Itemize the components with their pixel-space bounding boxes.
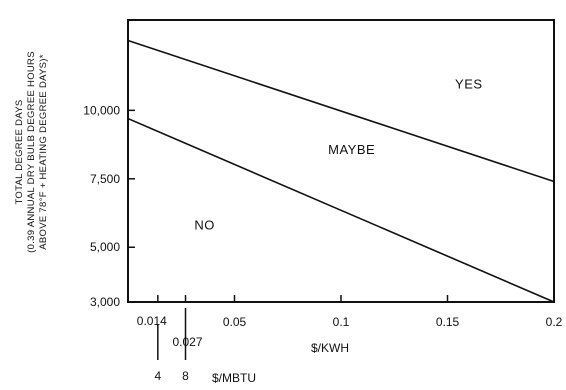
y-axis-label-line-1: TOTAL DEGREE DAYS bbox=[14, 99, 25, 204]
y-tick-label: 5,000 bbox=[90, 240, 120, 254]
y-axis-label-line-3: ABOVE 78°F + HEATING DEGREE DAYS)* bbox=[38, 54, 49, 250]
y-tick-label: 10,000 bbox=[83, 103, 120, 117]
x-tick-label: 0.027 bbox=[172, 335, 202, 349]
x-axis-label: $/KWH bbox=[311, 341, 349, 355]
x-tick-label: 0.014 bbox=[137, 314, 167, 328]
x-tick-label: 0.15 bbox=[436, 315, 460, 329]
region-label-yes: YES bbox=[455, 76, 483, 91]
series-line-2 bbox=[127, 117, 555, 303]
region-label-no: NO bbox=[194, 217, 215, 232]
secondary-axis-tick-label: 4 bbox=[154, 369, 161, 383]
region-label-maybe: MAYBE bbox=[328, 142, 375, 157]
y-axis-label-line-2: (0.39 ANNUAL DRY BULB DEGREE HOURS bbox=[26, 51, 37, 253]
x-tick-label: 0.2 bbox=[546, 315, 563, 329]
x-tick-label: 0.1 bbox=[333, 315, 350, 329]
secondary-axis-tick-label: 8 bbox=[182, 369, 189, 383]
series-line-1 bbox=[127, 39, 555, 183]
y-tick-label: 7,500 bbox=[90, 172, 120, 186]
x-tick-label: 0.05 bbox=[223, 315, 247, 329]
secondary-axis-label: $/MBTU bbox=[212, 371, 256, 385]
y-tick-label: 3,000 bbox=[90, 295, 120, 309]
